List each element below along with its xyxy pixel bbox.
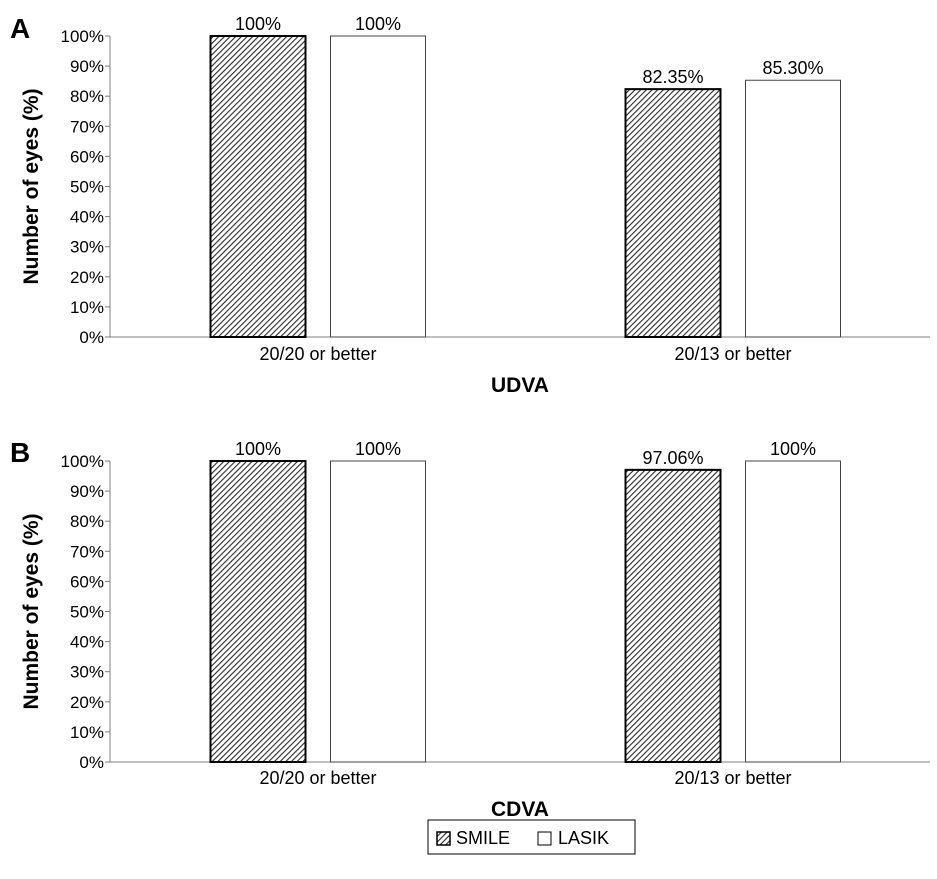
y-tick-label-b: 60% [70,572,104,591]
data-label-lasik-b-2: 100% [770,439,816,459]
bar-smile-b-1 [209,460,307,763]
y-tick-label-a: 50% [70,178,104,197]
data-label-smile-b-1: 100% [235,439,281,459]
y-axis-title-a: Number of eyes (%) [20,88,43,284]
category-label-b-1: 20/20 or better [259,768,376,788]
data-label-smile-a-2: 82.35% [642,67,703,87]
x-axis-title-a: UDVA [491,374,549,397]
category-label-a-1: 20/20 or better [259,344,376,364]
legend-swatch-lasik [537,831,552,846]
legend-swatch-smile [436,831,451,846]
y-tick-label-b: 90% [70,482,104,501]
category-label-a-2: 20/13 or better [674,344,791,364]
bar-smile-a-1 [209,35,307,338]
y-tick-label-a: 80% [70,87,104,106]
y-tick-label-a: 10% [70,298,104,317]
y-tick-label-b: 0% [79,753,104,772]
y-tick-label-b: 10% [70,723,104,742]
y-tick-label-a: 30% [70,238,104,257]
data-label-lasik-b-1: 100% [355,439,401,459]
y-tick-label-b: 70% [70,542,104,561]
x-axis-title-b: CDVA [491,798,549,821]
data-label-smile-a-1: 100% [235,14,281,34]
y-tick-label-a: 20% [70,268,104,287]
bar-smile-a-2 [624,88,722,339]
data-label-smile-b-2: 97.06% [642,448,703,468]
chart-panel-a: A Number of eyes (%) 0% 10% 20% 30% 40% 50% 60% 7… [10,13,930,397]
panel-label-b: B [10,437,30,468]
y-tick-label-b: 80% [70,512,104,531]
y-tick-label-a: 70% [70,117,104,136]
y-tick-label-b: 100% [61,452,104,471]
bar-lasik-a-2 [745,79,841,338]
chart-panel-b: B Number of eyes (%) 0% 10% 20% 30% 40% 50% 60% 7… [10,437,930,821]
bar-lasik-b-2 [745,460,841,763]
category-label-b-2: 20/13 or better [674,768,791,788]
y-tick-label-b: 20% [70,693,104,712]
y-tick-label-b: 30% [70,663,104,682]
legend-label-lasik: LASIK [558,828,609,848]
bar-lasik-b-1 [330,460,426,763]
data-label-lasik-a-1: 100% [355,14,401,34]
bar-lasik-a-1 [330,35,426,338]
panel-label-a: A [10,13,30,44]
legend: SMILE LASIK [427,819,636,855]
y-tick-label-a: 60% [70,147,104,166]
data-label-lasik-a-2: 85.30% [762,58,823,78]
y-tick-label-a: 100% [61,27,104,46]
y-tick-label-b: 40% [70,633,104,652]
y-tick-label-a: 0% [79,328,104,347]
y-tick-label-a: 40% [70,208,104,227]
y-tick-label-b: 50% [70,603,104,622]
y-axis-title-b: Number of eyes (%) [20,513,43,709]
bar-smile-b-2 [624,468,722,763]
legend-box [427,819,636,855]
legend-label-smile: SMILE [456,828,510,848]
y-tick-label-a: 90% [70,57,104,76]
